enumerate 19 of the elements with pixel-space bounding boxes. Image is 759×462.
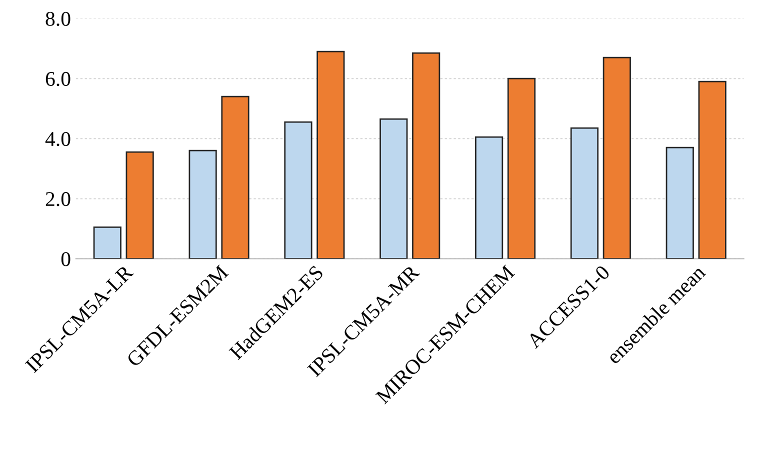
y-tick-label: 2.0 bbox=[46, 192, 70, 206]
bar bbox=[412, 52, 440, 259]
bar bbox=[316, 50, 345, 259]
y-tick-label: 8.0 bbox=[46, 12, 70, 26]
bar bbox=[602, 56, 631, 259]
bar bbox=[698, 80, 726, 259]
y-tick-label: 0 bbox=[61, 252, 70, 266]
y-tick-label: 4.0 bbox=[45, 132, 70, 146]
bar bbox=[507, 78, 536, 259]
bar bbox=[221, 96, 250, 259]
y-tick-label: 6.0 bbox=[46, 72, 70, 86]
bar bbox=[126, 151, 154, 259]
bar bbox=[666, 146, 694, 259]
bar bbox=[380, 118, 408, 259]
bar bbox=[93, 226, 122, 259]
bar bbox=[188, 150, 217, 259]
bar bbox=[284, 121, 312, 259]
bar bbox=[475, 136, 504, 259]
bar bbox=[570, 127, 599, 259]
